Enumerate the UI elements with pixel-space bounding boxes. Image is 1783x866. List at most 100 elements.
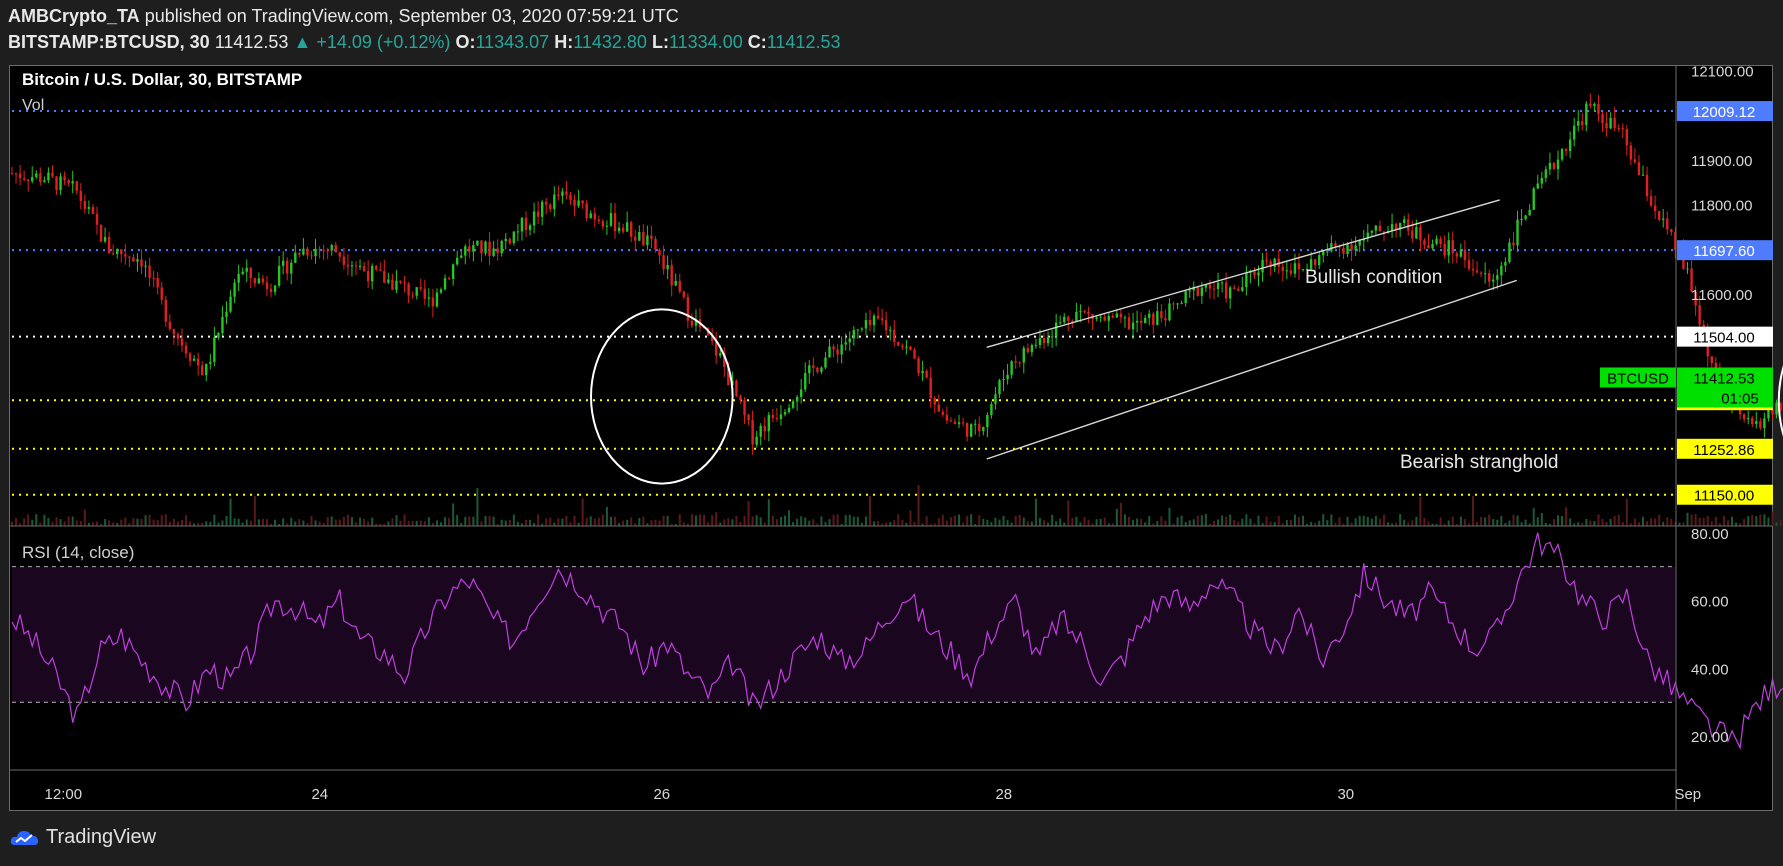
volume-bar bbox=[557, 518, 560, 526]
candle-body bbox=[1350, 244, 1353, 251]
volume-bar bbox=[270, 523, 273, 526]
volume-bar bbox=[1637, 522, 1640, 526]
volume-bar bbox=[355, 522, 358, 526]
footer-brand[interactable]: TradingView bbox=[10, 826, 156, 849]
candle-body bbox=[978, 423, 981, 432]
candle-body bbox=[1759, 421, 1762, 429]
volume-bar bbox=[755, 515, 758, 526]
candle-body bbox=[403, 282, 406, 284]
volume-bar bbox=[569, 522, 572, 526]
volume-bar bbox=[581, 498, 584, 526]
candle-body bbox=[557, 194, 560, 196]
candle-body bbox=[775, 418, 779, 420]
volume-bar bbox=[1633, 518, 1636, 526]
volume-bar bbox=[197, 522, 200, 526]
volume-bar bbox=[488, 515, 491, 526]
candle-body bbox=[986, 415, 989, 428]
volume-bar bbox=[1350, 522, 1353, 526]
candle-body bbox=[1378, 225, 1382, 232]
volume-bar bbox=[707, 522, 710, 526]
volume-bar bbox=[1528, 523, 1531, 526]
candle-body bbox=[1038, 338, 1042, 345]
volume-bar bbox=[399, 520, 402, 526]
candle-body bbox=[1176, 303, 1179, 305]
volume-bar bbox=[759, 517, 762, 526]
volume-bar bbox=[1269, 521, 1272, 526]
candle-body bbox=[1540, 178, 1544, 184]
candle-body bbox=[103, 237, 107, 242]
volume-bar bbox=[885, 522, 888, 526]
candle-body bbox=[492, 248, 495, 256]
volume-bar bbox=[630, 517, 633, 526]
candle-body bbox=[1390, 224, 1394, 232]
candle-body bbox=[1034, 344, 1038, 346]
candle-body bbox=[107, 237, 111, 254]
candle-body bbox=[1751, 418, 1754, 425]
volume-bar bbox=[180, 520, 183, 526]
volume-bar bbox=[172, 518, 175, 526]
candle-body bbox=[650, 235, 653, 239]
volume-bar bbox=[1249, 518, 1252, 526]
volume-bar bbox=[1552, 519, 1555, 526]
candle-body bbox=[589, 213, 592, 219]
candle-body bbox=[897, 341, 900, 346]
candle-body bbox=[771, 415, 775, 419]
volume-bar bbox=[1103, 517, 1106, 526]
candle-body bbox=[476, 240, 479, 246]
volume-bar bbox=[391, 518, 394, 526]
candle-body bbox=[868, 320, 872, 326]
publish-header: AMBCrypto_TA published on TradingView.co… bbox=[8, 6, 679, 27]
candle-body bbox=[1326, 251, 1329, 253]
volume-bar bbox=[168, 521, 171, 526]
volume-bar bbox=[1265, 516, 1268, 526]
volume-bar bbox=[193, 523, 196, 526]
candle-body bbox=[480, 240, 483, 254]
volume-bar bbox=[1532, 508, 1535, 526]
volume-bar bbox=[864, 516, 867, 526]
volume-bar bbox=[411, 520, 414, 526]
volume-bar bbox=[1208, 523, 1211, 526]
candle-body bbox=[1407, 219, 1410, 231]
candle-body bbox=[1556, 159, 1560, 169]
volume-bar bbox=[128, 523, 131, 526]
volume-bar bbox=[520, 523, 523, 526]
candle-body bbox=[1435, 238, 1438, 244]
rsi-pane bbox=[11, 532, 1783, 750]
volume-bar bbox=[1415, 516, 1418, 526]
volume-bar bbox=[1314, 522, 1317, 526]
volume-bar bbox=[1083, 517, 1086, 526]
volume-bar bbox=[132, 517, 135, 526]
volume-bar bbox=[529, 519, 532, 526]
volume-bar bbox=[816, 523, 819, 526]
volume-bar bbox=[893, 520, 896, 526]
volume-bar bbox=[1387, 522, 1390, 526]
volume-bar bbox=[217, 522, 220, 526]
candle-body bbox=[917, 358, 920, 374]
change-value: +14.09 (+0.12%) bbox=[316, 32, 451, 52]
candle-body bbox=[1131, 322, 1135, 330]
volume-bar bbox=[160, 515, 163, 526]
volume-bar bbox=[456, 514, 459, 526]
volume-bar bbox=[678, 514, 681, 526]
volume-bar bbox=[435, 520, 438, 526]
candle-body bbox=[1629, 145, 1633, 160]
volume-bar bbox=[1362, 515, 1365, 526]
candle-body bbox=[1411, 230, 1414, 239]
volume-bar bbox=[925, 516, 928, 526]
volume-bar bbox=[59, 519, 62, 526]
volume-bar bbox=[723, 519, 726, 526]
candle-body bbox=[1613, 117, 1616, 128]
candle-body bbox=[1374, 225, 1378, 231]
volume-bar bbox=[1710, 521, 1713, 526]
candle-body bbox=[1220, 282, 1224, 284]
candle-body bbox=[694, 319, 698, 326]
candle-body bbox=[1779, 402, 1782, 411]
candle-body bbox=[1148, 313, 1151, 318]
candle-body bbox=[1398, 222, 1402, 230]
level-price-tag bbox=[1677, 101, 1773, 122]
volume-bar bbox=[1055, 521, 1058, 526]
author-name[interactable]: AMBCrypto_TA bbox=[8, 6, 140, 26]
candle-body bbox=[1419, 227, 1422, 241]
candle-body bbox=[1216, 282, 1220, 290]
